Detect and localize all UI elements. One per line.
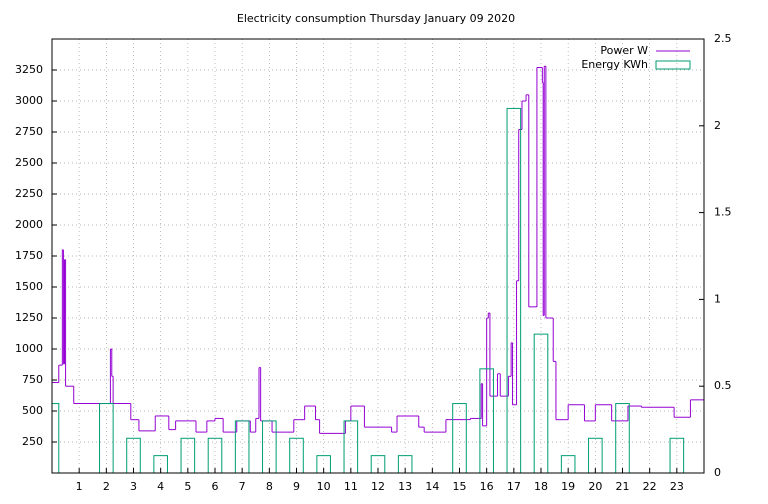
x-tick-label: 16 xyxy=(480,480,494,493)
y-tick-label: 2500 xyxy=(15,156,43,169)
energy-box xyxy=(153,455,168,473)
y-tick-label: 1500 xyxy=(15,280,43,293)
energy-box xyxy=(207,437,223,473)
energy-box xyxy=(99,403,114,473)
x-tick-label: 13 xyxy=(398,480,412,493)
energy-box xyxy=(180,437,196,473)
energy-box xyxy=(126,437,141,473)
x-tick-label: 12 xyxy=(371,480,385,493)
energy-box xyxy=(262,420,277,473)
chart-title: Electricity consumption Thursday January… xyxy=(237,12,515,25)
y-tick-label: 1000 xyxy=(15,342,43,355)
x-tick-label: 15 xyxy=(453,480,467,493)
energy-box xyxy=(615,403,630,473)
y-tick-label: 2000 xyxy=(15,218,43,231)
x-tick-label: 10 xyxy=(317,480,331,493)
energy-box xyxy=(533,333,549,473)
x-tick-label: 18 xyxy=(534,480,548,493)
x-tick-label: 4 xyxy=(157,480,164,493)
y-tick-label: 500 xyxy=(22,404,43,417)
x-tick-label: 22 xyxy=(643,480,657,493)
x-tick-label: 20 xyxy=(588,480,602,493)
x-tick-label: 17 xyxy=(507,480,521,493)
energy-box xyxy=(343,420,359,473)
y-tick-label: 1250 xyxy=(15,311,43,324)
y2-tick-label: 1 xyxy=(714,292,721,305)
legend-label: Energy KWh xyxy=(581,58,648,71)
x-tick-label: 11 xyxy=(344,480,358,493)
energy-box xyxy=(452,403,467,473)
y-tick-label: 3250 xyxy=(15,63,43,76)
x-tick-label: 23 xyxy=(670,480,684,493)
y2-tick-label: 2.5 xyxy=(714,32,732,45)
energy-box xyxy=(397,455,413,473)
energy-box xyxy=(316,455,331,473)
x-tick-label: 2 xyxy=(103,480,110,493)
y2-tick-label: 0.5 xyxy=(714,379,732,392)
x-tick-label: 8 xyxy=(266,480,273,493)
x-tick-label: 6 xyxy=(212,480,219,493)
energy-box xyxy=(560,455,576,473)
x-tick-label: 5 xyxy=(184,480,191,493)
y-tick-label: 2250 xyxy=(15,187,43,200)
x-tick-label: 21 xyxy=(616,480,630,493)
y-tick-label: 2750 xyxy=(15,125,43,138)
energy-box xyxy=(289,437,304,473)
x-tick-label: 19 xyxy=(561,480,575,493)
x-tick-label: 1 xyxy=(76,480,83,493)
legend-label: Power W xyxy=(600,44,648,57)
x-tick-label: 7 xyxy=(239,480,246,493)
x-tick-label: 3 xyxy=(130,480,137,493)
y-tick-label: 250 xyxy=(22,435,43,448)
energy-box xyxy=(370,455,386,473)
y-tick-label: 1750 xyxy=(15,249,43,262)
energy-box xyxy=(234,420,250,473)
energy-box xyxy=(669,437,685,473)
energy-box xyxy=(52,403,60,473)
y2-tick-label: 1.5 xyxy=(714,206,732,219)
legend-swatch xyxy=(655,60,691,70)
y-tick-label: 750 xyxy=(22,373,43,386)
energy-box xyxy=(479,368,494,473)
y2-tick-label: 0 xyxy=(714,466,721,479)
energy-box xyxy=(588,437,603,473)
energy-box xyxy=(506,107,522,473)
x-tick-label: 14 xyxy=(425,480,439,493)
y-tick-label: 3000 xyxy=(15,94,43,107)
y2-tick-label: 2 xyxy=(714,119,721,132)
x-tick-label: 9 xyxy=(293,480,300,493)
